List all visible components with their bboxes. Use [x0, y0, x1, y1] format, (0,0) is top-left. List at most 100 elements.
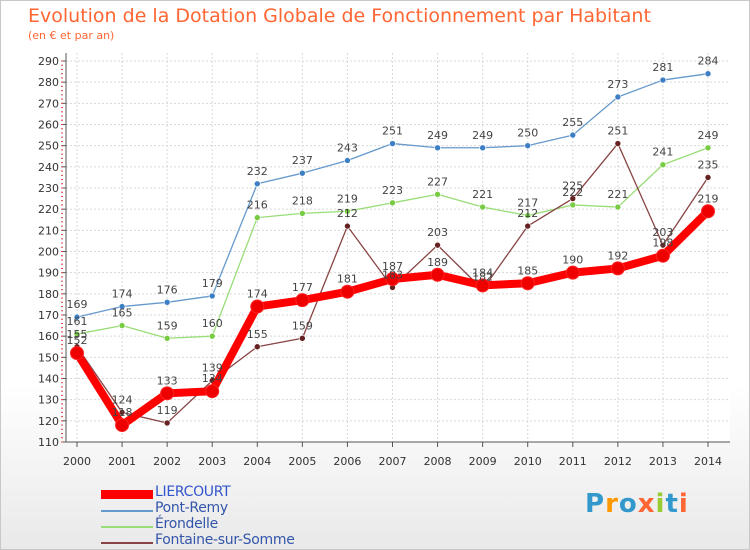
data-point-liercourt [295, 293, 310, 308]
y-tick-label: 190 [38, 267, 59, 280]
data-label--rondelle: 216 [247, 199, 268, 212]
data-label--rondelle: 159 [157, 319, 178, 332]
data-point-pont-remy [659, 76, 667, 84]
data-point-liercourt [385, 272, 400, 287]
data-point-pont-remy [73, 313, 81, 321]
x-tick-label: 2005 [288, 455, 316, 468]
data-label-fontaine-sur-somme: 139 [202, 362, 223, 375]
data-label-pont-remy: 250 [517, 127, 538, 140]
y-tick-label: 120 [38, 415, 59, 428]
data-label-liercourt: 189 [427, 256, 448, 269]
legend-label: Pont-Remy [155, 500, 228, 516]
data-point-fontaine-sur-somme [434, 241, 441, 249]
data-label--rondelle: 249 [698, 129, 719, 142]
data-label-pont-remy: 179 [202, 277, 223, 290]
y-tick-label: 110 [38, 436, 59, 449]
data-point-fontaine-sur-somme [569, 195, 577, 202]
data-point-pont-remy [614, 93, 622, 101]
y-tick-label: 240 [38, 161, 59, 174]
data-point-pont-remy [253, 180, 261, 188]
data-point-liercourt [701, 204, 715, 219]
data-point-fontaine-sur-somme [163, 419, 171, 427]
data-point-fontaine-sur-somme [659, 241, 667, 249]
data-label-fontaine-sur-somme: 159 [292, 319, 313, 332]
data-point--rondelle [524, 212, 532, 219]
data-point--rondelle [389, 199, 396, 207]
legend-swatch [101, 526, 153, 528]
data-label-pont-remy: 273 [607, 78, 628, 91]
data-label-fontaine-sur-somme: 119 [157, 404, 178, 417]
x-tick-label: 2000 [63, 455, 91, 468]
x-tick-label: 2004 [243, 455, 271, 468]
x-tick-label: 2009 [469, 455, 497, 468]
logo-letter: i [655, 489, 666, 519]
data-label-fontaine-sur-somme: 235 [698, 158, 719, 171]
data-label-pont-remy: 237 [292, 154, 313, 167]
logo-letter: x [637, 489, 656, 519]
y-tick-label: 280 [38, 76, 59, 89]
data-point--rondelle [614, 203, 622, 211]
data-point-pont-remy [118, 303, 126, 310]
y-tick-label: 230 [38, 182, 59, 195]
data-point-fontaine-sur-somme [524, 222, 532, 230]
data-point--rondelle [299, 210, 306, 217]
data-label--rondelle: 161 [67, 315, 88, 328]
data-label-fontaine-sur-somme: 225 [562, 180, 583, 193]
data-point-liercourt [430, 267, 445, 282]
data-label--rondelle: 241 [652, 146, 673, 159]
data-label-fontaine-sur-somme: 182 [472, 271, 493, 284]
series-lines [70, 70, 715, 433]
data-point-pont-remy [704, 70, 712, 77]
data-label--rondelle: 160 [202, 317, 223, 330]
data-label-pont-remy: 176 [157, 283, 178, 296]
data-labels: 169 174 176 179 232 237 243 251 249 249 250 255 273 2… [67, 55, 719, 419]
y-tick-label: 130 [38, 394, 59, 407]
y-tick-label: 250 [38, 140, 59, 153]
data-label-liercourt: 152 [67, 334, 88, 347]
data-point--rondelle [344, 207, 351, 215]
data-point-pont-remy [389, 140, 396, 147]
data-label-liercourt: 184 [472, 266, 493, 279]
data-label-pont-remy: 281 [652, 61, 673, 74]
data-label-liercourt: 181 [337, 273, 358, 286]
data-point-pont-remy [434, 144, 441, 152]
data-label-fontaine-sur-somme: 155 [247, 328, 268, 341]
data-point-pont-remy [479, 144, 486, 152]
data-point-liercourt [160, 386, 175, 401]
data-point-liercourt [205, 384, 220, 399]
x-tick-label: 2010 [514, 455, 542, 468]
data-label-liercourt: 134 [202, 372, 223, 385]
legend-label: Érondelle [155, 516, 218, 532]
x-tick-label: 2011 [559, 455, 587, 468]
data-label-fontaine-sur-somme: 124 [112, 393, 133, 406]
x-tick-label: 2006 [333, 455, 361, 468]
data-point-fontaine-sur-somme [299, 334, 306, 342]
data-label-pont-remy: 169 [67, 298, 88, 311]
data-point-fontaine-sur-somme [118, 409, 126, 416]
y-tick-label: 140 [38, 373, 59, 386]
data-label-liercourt: 187 [382, 260, 403, 273]
data-label-fontaine-sur-somme: 203 [652, 226, 673, 239]
data-point--rondelle [704, 144, 712, 152]
chart-title: Evolution de la Dotation Globale de Fonc… [28, 5, 651, 27]
data-label-liercourt: 198 [652, 237, 673, 250]
data-point-fontaine-sur-somme [614, 140, 622, 147]
data-label-liercourt: 219 [698, 192, 719, 205]
y-tick-label: 180 [38, 288, 59, 301]
data-label-pont-remy: 255 [562, 116, 583, 129]
x-tick-label: 2012 [604, 455, 632, 468]
y-tick-label: 170 [38, 309, 59, 322]
data-label-liercourt: 118 [112, 406, 133, 419]
data-point-liercourt [610, 261, 625, 276]
data-point-liercourt [565, 265, 580, 280]
y-axis: 110 120 130 140 150 160 170 180 190 200 210 220 230 2… [38, 53, 67, 449]
data-label--rondelle: 219 [337, 192, 358, 205]
logo-letter: P [585, 489, 606, 519]
data-point--rondelle [569, 201, 577, 209]
data-point-pont-remy [344, 157, 351, 164]
data-label-pont-remy: 243 [337, 141, 358, 154]
data-label-fontaine-sur-somme: 203 [427, 226, 448, 239]
data-point-fontaine-sur-somme [344, 222, 351, 230]
y-tick-label: 150 [38, 351, 59, 364]
data-point-liercourt [655, 248, 670, 263]
